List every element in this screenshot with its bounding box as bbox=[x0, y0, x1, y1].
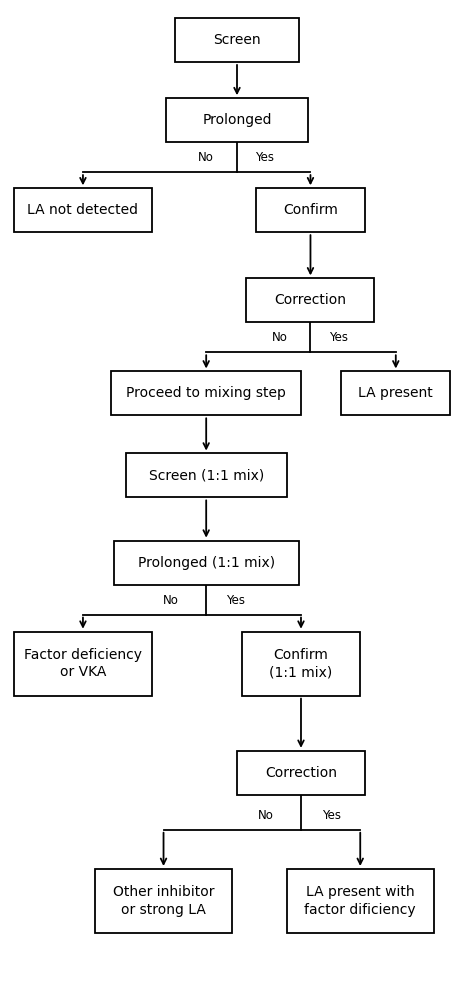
Text: LA present with
factor dificiency: LA present with factor dificiency bbox=[304, 885, 416, 917]
Text: Screen: Screen bbox=[213, 33, 261, 47]
Text: Screen (1:1 mix): Screen (1:1 mix) bbox=[148, 468, 264, 482]
Bar bbox=[95, 869, 232, 933]
Text: LA not detected: LA not detected bbox=[27, 203, 138, 217]
Bar bbox=[166, 98, 308, 142]
Bar bbox=[14, 188, 152, 232]
Bar bbox=[246, 278, 374, 322]
Text: Yes: Yes bbox=[322, 809, 341, 822]
Text: Confirm: Confirm bbox=[283, 203, 338, 217]
Bar bbox=[242, 632, 360, 696]
Text: No: No bbox=[198, 151, 214, 164]
Text: LA present: LA present bbox=[358, 386, 433, 400]
Bar bbox=[287, 869, 434, 933]
Bar bbox=[126, 453, 287, 497]
Text: Yes: Yes bbox=[255, 151, 274, 164]
Bar bbox=[114, 541, 299, 585]
Text: Prolonged (1:1 mix): Prolonged (1:1 mix) bbox=[137, 556, 275, 570]
Bar bbox=[256, 188, 365, 232]
Text: Yes: Yes bbox=[329, 331, 348, 344]
Text: Proceed to mixing step: Proceed to mixing step bbox=[126, 386, 286, 400]
Text: Correction: Correction bbox=[274, 293, 346, 307]
Text: No: No bbox=[257, 809, 273, 822]
Bar bbox=[14, 632, 152, 696]
Text: No: No bbox=[163, 594, 179, 607]
Text: Factor deficiency
or VKA: Factor deficiency or VKA bbox=[24, 648, 142, 680]
Text: Prolonged: Prolonged bbox=[202, 113, 272, 127]
Bar bbox=[237, 751, 365, 795]
Text: Yes: Yes bbox=[226, 594, 245, 607]
Bar bbox=[175, 18, 299, 62]
Text: Correction: Correction bbox=[265, 766, 337, 780]
Text: Confirm
(1:1 mix): Confirm (1:1 mix) bbox=[269, 648, 333, 680]
Bar bbox=[341, 371, 450, 415]
Text: No: No bbox=[272, 331, 288, 344]
Bar bbox=[111, 371, 301, 415]
Text: Other inhibitor
or strong LA: Other inhibitor or strong LA bbox=[113, 885, 214, 917]
